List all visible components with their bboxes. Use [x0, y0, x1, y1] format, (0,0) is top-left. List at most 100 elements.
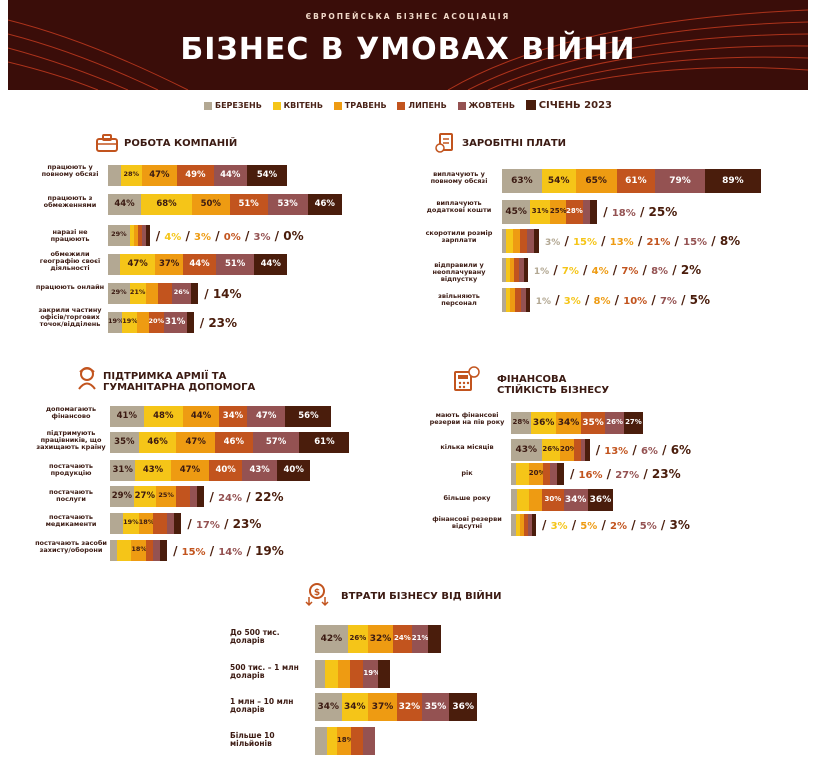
bar-segment [315, 727, 328, 755]
bar-value-label: 31% [112, 465, 133, 476]
bar-segment [108, 165, 121, 186]
bar-segment [520, 514, 524, 536]
bar-value-label: 28% [512, 417, 530, 426]
bar-value-label: 47% [149, 170, 170, 181]
bar-segment [565, 200, 584, 224]
trailing-value: 3% [550, 521, 568, 532]
bar-segment [363, 660, 379, 688]
trailing-value: 1% [535, 297, 552, 307]
row-label: 500 тис. – 1 млн доларів [230, 663, 299, 680]
legend-swatch [203, 101, 212, 110]
bar-value-label: 50% [200, 199, 221, 210]
bar-segment [411, 625, 429, 653]
trailing-value: 3% [545, 238, 561, 248]
separator: / [670, 234, 684, 248]
bar-segment [315, 693, 342, 721]
bar-segment [307, 194, 342, 215]
trailing-values: 1% / 3% / 8% / 10% / 7% / 5% [536, 293, 710, 307]
bar-segment [516, 463, 529, 485]
bar-value-label: 40% [283, 465, 304, 476]
legend-item: ТРАВЕНЬ [333, 101, 387, 110]
bar-value-label: 28% [123, 170, 140, 179]
bar-segment [155, 486, 177, 507]
bar-segment [315, 625, 348, 653]
trailing-value: 6% [640, 446, 658, 457]
bar-value-label: 47% [185, 437, 206, 448]
bar-segment [502, 169, 542, 193]
trailing-value: 7% [659, 296, 677, 307]
trailing-value: 5% [580, 521, 598, 532]
salary-doc-icon [435, 133, 453, 153]
row-label: виплачують додаткові кошти [426, 199, 492, 214]
bar-value-label: 46% [314, 199, 335, 210]
section-title-fin: ФІНАНСОВА СТІЙКІСТЬ БІЗНЕСУ [497, 374, 609, 396]
bar-segment [143, 406, 183, 427]
separator: / [647, 293, 660, 307]
svg-text:$: $ [314, 588, 320, 598]
row-label: обмежили географію своєї діяльності [39, 250, 101, 272]
bar-segment [108, 254, 120, 275]
trailing-value: 16% [578, 470, 603, 481]
bar-segment [655, 169, 705, 193]
separator: / [209, 489, 219, 504]
bar-value-label: 32% [398, 701, 421, 712]
bar-value-label: 36% [532, 417, 555, 428]
decorative-lines [8, 9, 808, 90]
bar-segment [527, 229, 534, 253]
row-label: мають фінансові резерви на пів року [429, 411, 505, 426]
trailing-values: 3% / 15% / 13% / 21% / 15% / 8% [545, 234, 740, 248]
trailing-value: 1% [533, 267, 550, 277]
trailing-values: / 3% / 5% / 2% / 5% / 3% [542, 518, 690, 532]
trailing-value: 13% [604, 446, 629, 457]
bar-value-label: 18% [131, 545, 147, 554]
separator: / [569, 467, 579, 481]
org-name: ЄВРОПЕЙСЬКА БІЗНЕС АСОЦІАЦІЯ [305, 12, 511, 21]
legend-swatch [333, 101, 342, 110]
trailing-value: 24% [218, 492, 243, 504]
legend-label: ЖОВТЕНЬ [468, 101, 515, 110]
bar-segment [605, 412, 624, 434]
row-label: наразі не працюють [50, 228, 90, 243]
bar-value-label: 34% [344, 701, 366, 712]
bar-value-label: 43% [515, 444, 538, 455]
bar-value-label: 34% [557, 417, 580, 428]
legend-item: БЕРЕЗЕНЬ [203, 101, 262, 110]
bar-segment [145, 225, 150, 246]
trailing-values: / 13% / 6% / 6% [596, 443, 691, 457]
separator: / [595, 443, 605, 457]
separator: / [211, 228, 224, 243]
row-label: постачають продукцію [48, 462, 93, 477]
separator: / [707, 234, 720, 248]
trailing-value: 13% [609, 237, 634, 248]
bar-value-label: 65% [585, 175, 607, 186]
bar-segment [704, 169, 761, 193]
bar-value-label: 89% [722, 175, 744, 186]
bar-value-label: 47% [179, 465, 201, 476]
bar-segment [549, 200, 566, 224]
trailing-value: 22% [254, 489, 284, 504]
bar-segment [219, 406, 247, 427]
soldier-icon [78, 367, 96, 390]
bar-value-label: 19% [122, 317, 138, 326]
bar-segment [511, 439, 542, 461]
trailing-value: 15% [573, 237, 597, 248]
bar-segment [511, 514, 516, 536]
row-label: 1 млн – 10 млн доларів [230, 697, 294, 714]
bar-segment [534, 229, 540, 253]
separator: / [610, 293, 624, 307]
separator: / [560, 234, 574, 248]
bar-value-label: 68% [156, 199, 177, 210]
bar-segment [421, 693, 450, 721]
trailing-value: 5% [689, 293, 711, 307]
row-label: виплачують у повному обсязі [430, 170, 488, 185]
bar-value-label: 19% [123, 518, 139, 527]
row-label: Більше 10 мільйонів [230, 731, 275, 748]
bar-value-label: 24% [393, 633, 411, 642]
bar-segment [141, 225, 146, 246]
separator: / [635, 205, 649, 219]
bar-segment [516, 514, 520, 536]
separator: / [542, 518, 551, 532]
page-title: БІЗНЕС В УМОВАХ ВІЙНИ [180, 32, 636, 67]
row-label: кілька місяців [440, 443, 494, 451]
bar-value-label: 79% [669, 175, 691, 186]
